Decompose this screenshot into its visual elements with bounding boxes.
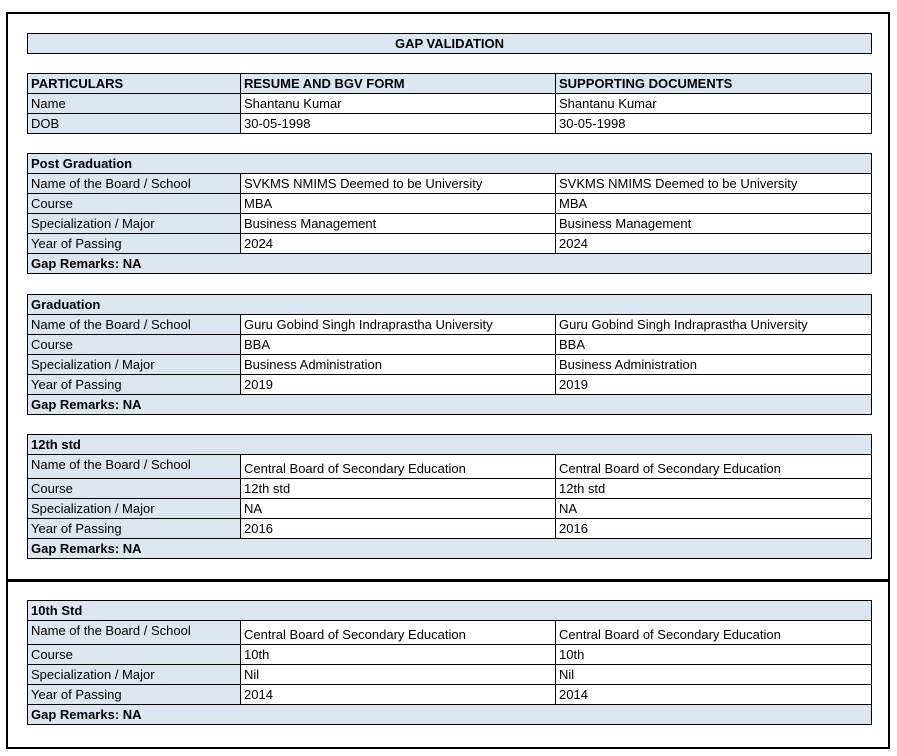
document-value: Central Board of Secondary Education xyxy=(555,454,872,479)
row-label: DOB xyxy=(27,113,241,134)
row-label: Course xyxy=(27,478,241,499)
gap-remarks: Gap Remarks: NA xyxy=(27,253,872,274)
resume-value: Business Management xyxy=(240,213,556,234)
resume-value: 2016 xyxy=(240,518,556,539)
resume-value: Central Board of Secondary Education xyxy=(240,454,556,479)
table-row: Year of Passing 2024 2024 xyxy=(27,233,872,254)
document-value: 2016 xyxy=(555,518,872,539)
row-label: Name xyxy=(27,93,241,114)
table-row: Name of the Board / School Guru Gobind S… xyxy=(27,314,872,335)
row-label: Year of Passing xyxy=(27,374,241,395)
page-frame-1 xyxy=(6,12,890,582)
row-label: Course xyxy=(27,193,241,214)
document-value: Business Administration xyxy=(555,354,872,375)
row-label: Specialization / Major xyxy=(27,664,241,685)
section-12th-std: 12th std Name of the Board / School Cent… xyxy=(27,434,872,559)
gap-remarks: Gap Remarks: NA xyxy=(27,394,872,415)
section-graduation: Graduation Name of the Board / School Gu… xyxy=(27,294,872,415)
document-value: 12th std xyxy=(555,478,872,499)
resume-value: BBA xyxy=(240,334,556,355)
section-10th-std: 10th Std Name of the Board / School Cent… xyxy=(27,600,872,725)
document-value: 30-05-1998 xyxy=(555,113,872,134)
table-row: Year of Passing 2016 2016 xyxy=(27,518,872,539)
resume-value: Nil xyxy=(240,664,556,685)
table-row: Year of Passing 2019 2019 xyxy=(27,374,872,395)
table-row: Specialization / Major Nil Nil xyxy=(27,664,872,685)
table-row: Name of the Board / School Central Board… xyxy=(27,620,872,645)
document-value: NA xyxy=(555,498,872,519)
row-label: Course xyxy=(27,334,241,355)
resume-value: SVKMS NMIMS Deemed to be University xyxy=(240,173,556,194)
document-value: SVKMS NMIMS Deemed to be University xyxy=(555,173,872,194)
row-label: Year of Passing xyxy=(27,684,241,705)
resume-value: 30-05-1998 xyxy=(240,113,556,134)
document-value: 2019 xyxy=(555,374,872,395)
table-row: Name Shantanu Kumar Shantanu Kumar xyxy=(27,93,872,114)
table-row: Name of the Board / School Central Board… xyxy=(27,454,872,479)
resume-value: Shantanu Kumar xyxy=(240,93,556,114)
resume-value: MBA xyxy=(240,193,556,214)
title-bar: GAP VALIDATION xyxy=(27,33,872,54)
row-label: Specialization / Major xyxy=(27,498,241,519)
resume-value: 10th xyxy=(240,644,556,665)
resume-value: Guru Gobind Singh Indraprastha Universit… xyxy=(240,314,556,335)
row-label: Specialization / Major xyxy=(27,213,241,234)
section-post-graduation: Post Graduation Name of the Board / Scho… xyxy=(27,153,872,274)
page-title: GAP VALIDATION xyxy=(27,33,872,54)
section-heading: 12th std xyxy=(27,434,872,455)
gap-remarks: Gap Remarks: NA xyxy=(27,704,872,725)
page-frame-2 xyxy=(6,579,890,749)
row-label: Year of Passing xyxy=(27,233,241,254)
table-row: Specialization / Major Business Administ… xyxy=(27,354,872,375)
resume-value: 2024 xyxy=(240,233,556,254)
table-row: DOB 30-05-1998 30-05-1998 xyxy=(27,113,872,134)
document-value: 2024 xyxy=(555,233,872,254)
row-label: Specialization / Major xyxy=(27,354,241,375)
document-value: 10th xyxy=(555,644,872,665)
resume-value: 2014 xyxy=(240,684,556,705)
section-heading: Graduation xyxy=(27,294,872,315)
column-header: PARTICULARS xyxy=(27,73,241,94)
row-label: Name of the Board / School xyxy=(27,173,241,194)
resume-value: Business Administration xyxy=(240,354,556,375)
document-value: Nil xyxy=(555,664,872,685)
column-header: RESUME AND BGV FORM xyxy=(240,73,556,94)
row-label: Name of the Board / School xyxy=(27,454,241,479)
table-row: Specialization / Major Business Manageme… xyxy=(27,213,872,234)
document-value: MBA xyxy=(555,193,872,214)
resume-value: 2019 xyxy=(240,374,556,395)
table-row: Year of Passing 2014 2014 xyxy=(27,684,872,705)
resume-value: Central Board of Secondary Education xyxy=(240,620,556,645)
column-header: SUPPORTING DOCUMENTS xyxy=(555,73,872,94)
resume-value: 12th std xyxy=(240,478,556,499)
header-row: PARTICULARS RESUME AND BGV FORM SUPPORTI… xyxy=(27,73,872,94)
table-row: Course 12th std 12th std xyxy=(27,478,872,499)
table-row: Course MBA MBA xyxy=(27,193,872,214)
gap-remarks: Gap Remarks: NA xyxy=(27,538,872,559)
document-value: BBA xyxy=(555,334,872,355)
row-label: Name of the Board / School xyxy=(27,314,241,335)
document-value: Guru Gobind Singh Indraprastha Universit… xyxy=(555,314,872,335)
particulars-table: PARTICULARS RESUME AND BGV FORM SUPPORTI… xyxy=(27,73,872,134)
document-value: Shantanu Kumar xyxy=(555,93,872,114)
document-value: Central Board of Secondary Education xyxy=(555,620,872,645)
section-heading: Post Graduation xyxy=(27,153,872,174)
table-row: Name of the Board / School SVKMS NMIMS D… xyxy=(27,173,872,194)
document-value: Business Management xyxy=(555,213,872,234)
table-row: Course BBA BBA xyxy=(27,334,872,355)
resume-value: NA xyxy=(240,498,556,519)
table-row: Course 10th 10th xyxy=(27,644,872,665)
section-heading: 10th Std xyxy=(27,600,872,621)
table-row: Specialization / Major NA NA xyxy=(27,498,872,519)
row-label: Name of the Board / School xyxy=(27,620,241,645)
row-label: Year of Passing xyxy=(27,518,241,539)
row-label: Course xyxy=(27,644,241,665)
document-value: 2014 xyxy=(555,684,872,705)
